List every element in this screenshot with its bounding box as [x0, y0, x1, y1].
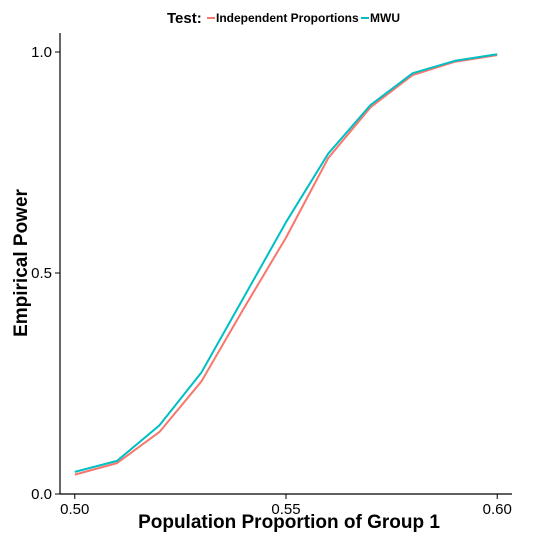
x-axis-title: Population Proportion of Group 1 [138, 512, 440, 533]
y-tick-label: 0.0 [31, 486, 52, 503]
legend: Test: Independent Proportions MWU [167, 10, 400, 27]
y-tick-label: 0.5 [31, 265, 52, 282]
legend-label-independent-proportions: Independent Proportions [216, 11, 359, 25]
y-tick-label: 1.0 [31, 44, 52, 61]
series-line-independent-proportions [74, 54, 498, 476]
legend-title: Test: [167, 10, 202, 27]
legend-label-mwu: MWU [370, 11, 400, 25]
series-line-mwu [74, 53, 498, 473]
x-tick-label: 0.60 [483, 501, 512, 518]
x-ticks: 0.50 0.55 0.60 [60, 494, 512, 518]
x-tick-label: 0.50 [60, 501, 89, 518]
y-axis-title: Empirical Power [11, 188, 32, 336]
y-ticks: 0.0 0.5 1.0 [31, 44, 60, 503]
x-tick-label: 0.55 [271, 501, 300, 518]
series-layer [74, 53, 498, 476]
